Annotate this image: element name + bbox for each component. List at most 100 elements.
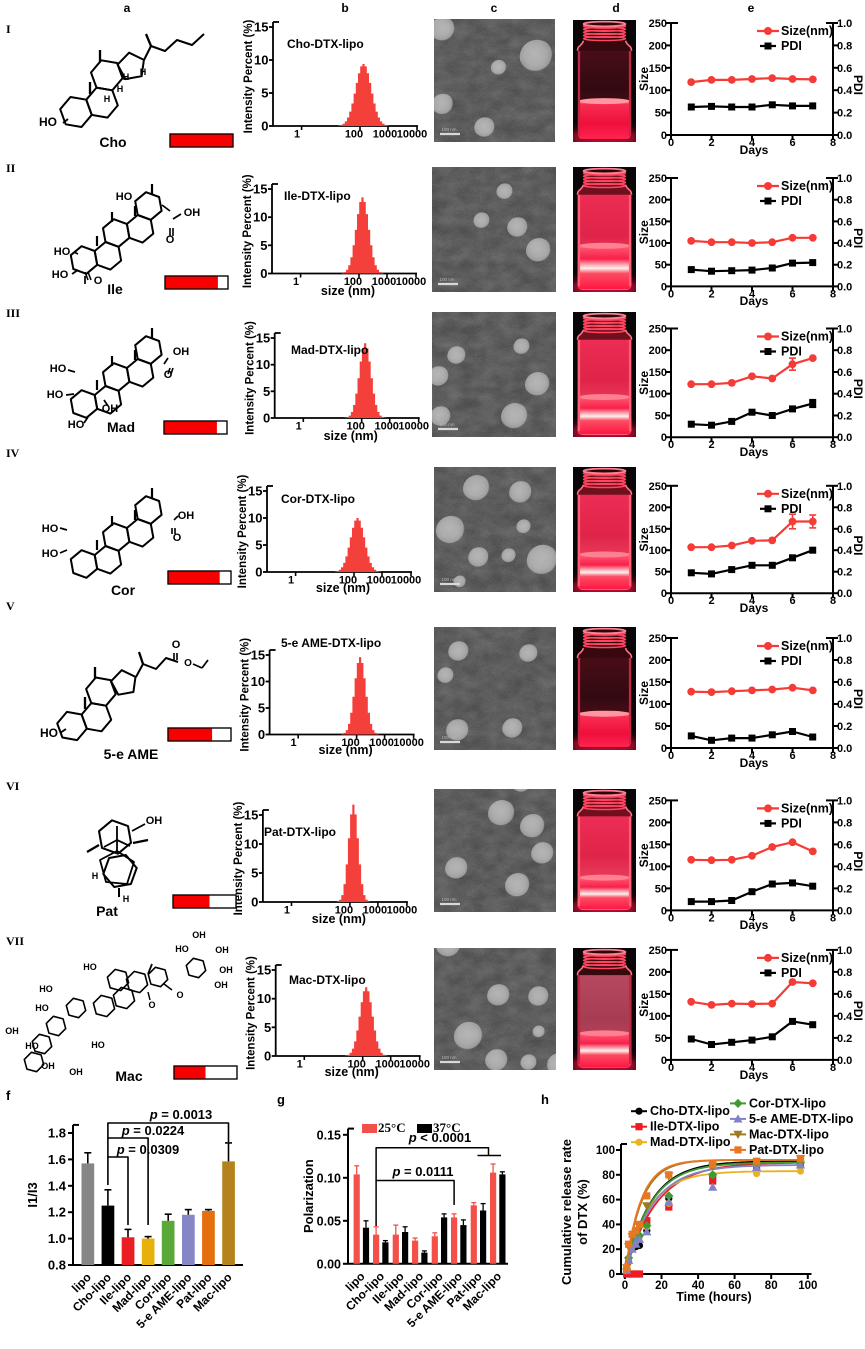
svg-text:1.0: 1.0 xyxy=(837,173,852,185)
svg-text:1.0: 1.0 xyxy=(837,945,852,957)
svg-text:PDI: PDI xyxy=(851,379,865,399)
svg-text:size (nm): size (nm) xyxy=(312,912,366,926)
svg-text:H: H xyxy=(92,871,99,881)
svg-text:HO: HO xyxy=(68,419,85,431)
svg-text:1000: 1000 xyxy=(375,1059,399,1071)
svg-text:Intensity Percent (%): Intensity Percent (%) xyxy=(246,956,258,1070)
svg-text:Mad-DTX-lipo: Mad-DTX-lipo xyxy=(291,343,368,357)
svg-text:Mad-DTX-lipo: Mad-DTX-lipo xyxy=(650,1135,731,1149)
svg-text:p = 0.0309: p = 0.0309 xyxy=(116,1142,180,1157)
svg-text:1.2: 1.2 xyxy=(48,1205,66,1220)
svg-text:Size(nm): Size(nm) xyxy=(781,639,833,653)
svg-text:60: 60 xyxy=(602,1195,615,1207)
svg-text:20: 20 xyxy=(602,1244,615,1256)
svg-text:5: 5 xyxy=(264,1020,271,1035)
svg-text:0.0: 0.0 xyxy=(837,130,852,142)
svg-text:Intensity Percent (%): Intensity Percent (%) xyxy=(237,474,249,588)
svg-text:Size: Size xyxy=(637,527,651,551)
svg-text:2: 2 xyxy=(708,288,714,300)
svg-text:Pat: Pat xyxy=(96,903,118,919)
svg-text:Cho-DTX-lipo: Cho-DTX-lipo xyxy=(650,1104,730,1118)
svg-text:a: a xyxy=(124,1,131,15)
svg-text:250: 250 xyxy=(649,173,667,185)
svg-text:10000: 10000 xyxy=(393,737,424,749)
svg-text:O: O xyxy=(172,639,181,651)
svg-text:6: 6 xyxy=(789,137,795,149)
svg-text:0: 0 xyxy=(261,119,268,134)
svg-text:III: III xyxy=(6,306,20,320)
svg-text:PDI: PDI xyxy=(851,75,865,95)
svg-text:10: 10 xyxy=(257,991,271,1006)
svg-text:H: H xyxy=(104,94,111,104)
svg-text:Cumulative release rate: Cumulative release rate xyxy=(559,1139,574,1285)
svg-text:Size: Size xyxy=(637,67,651,91)
svg-text:200: 200 xyxy=(649,502,667,514)
svg-text:0: 0 xyxy=(260,266,267,281)
svg-text:H: H xyxy=(123,72,130,82)
svg-text:0: 0 xyxy=(258,727,265,742)
svg-text:0.0: 0.0 xyxy=(837,905,852,917)
svg-text:250: 250 xyxy=(649,481,667,493)
svg-text:size (nm): size (nm) xyxy=(321,284,375,298)
svg-text:Cor: Cor xyxy=(111,582,136,598)
svg-text:0: 0 xyxy=(622,1280,628,1292)
svg-text:100: 100 xyxy=(339,575,357,587)
svg-text:10: 10 xyxy=(254,53,268,68)
svg-text:H: H xyxy=(117,84,124,94)
svg-text:4: 4 xyxy=(749,595,756,607)
svg-text:1.8: 1.8 xyxy=(48,1126,66,1141)
svg-text:1: 1 xyxy=(293,276,299,288)
svg-text:b: b xyxy=(341,1,348,15)
svg-text:15: 15 xyxy=(244,808,258,823)
svg-text:8: 8 xyxy=(830,595,836,607)
svg-text:100: 100 xyxy=(348,1059,366,1071)
svg-text:Size: Size xyxy=(637,220,651,244)
svg-text:100: 100 xyxy=(347,421,365,433)
svg-text:4: 4 xyxy=(749,137,756,149)
svg-text:HO: HO xyxy=(83,962,97,972)
svg-text:OH: OH xyxy=(173,346,190,358)
svg-text:1.0: 1.0 xyxy=(48,1231,66,1246)
svg-text:4: 4 xyxy=(749,288,756,300)
svg-text:2: 2 xyxy=(708,439,714,451)
svg-text:1: 1 xyxy=(296,421,302,433)
svg-text:0: 0 xyxy=(661,743,667,755)
svg-text:4: 4 xyxy=(749,439,756,451)
svg-text:200: 200 xyxy=(649,195,667,207)
svg-text:HO: HO xyxy=(39,115,57,129)
svg-text:0: 0 xyxy=(661,1055,667,1067)
svg-text:OH: OH xyxy=(184,207,201,219)
svg-text:0: 0 xyxy=(661,130,667,142)
svg-text:PDI: PDI xyxy=(851,228,865,248)
svg-text:Pat-DTX-lipo: Pat-DTX-lipo xyxy=(264,825,336,839)
svg-text:Days: Days xyxy=(740,143,769,157)
svg-text:HO: HO xyxy=(52,269,69,281)
svg-text:50: 50 xyxy=(655,260,667,272)
svg-text:250: 250 xyxy=(649,18,667,30)
svg-text:PDI: PDI xyxy=(781,502,802,516)
svg-text:Days: Days xyxy=(740,756,769,770)
svg-text:OH: OH xyxy=(178,510,195,522)
svg-text:0.4: 0.4 xyxy=(837,699,853,711)
svg-text:0: 0 xyxy=(264,1049,271,1064)
svg-text:8: 8 xyxy=(830,1062,836,1074)
svg-text:d: d xyxy=(612,1,619,15)
svg-text:5: 5 xyxy=(261,86,268,101)
svg-text:50: 50 xyxy=(655,883,667,895)
svg-text:HO: HO xyxy=(35,1003,49,1013)
svg-text:OH: OH xyxy=(146,815,163,827)
svg-text:O: O xyxy=(164,369,173,381)
svg-text:H: H xyxy=(140,67,147,77)
svg-text:6: 6 xyxy=(789,1062,795,1074)
svg-text:0.6: 0.6 xyxy=(837,367,852,379)
svg-text:200: 200 xyxy=(649,817,667,829)
svg-text:5-e AME-DTX-lipo: 5-e AME-DTX-lipo xyxy=(749,1112,854,1126)
svg-text:150: 150 xyxy=(649,989,667,1001)
svg-text:250: 250 xyxy=(649,795,667,807)
svg-text:O: O xyxy=(166,234,175,246)
svg-text:2: 2 xyxy=(708,1062,714,1074)
svg-text:p = 0.0013: p = 0.0013 xyxy=(149,1107,213,1122)
svg-text:1: 1 xyxy=(284,905,290,917)
svg-text:0: 0 xyxy=(661,588,667,600)
svg-text:200: 200 xyxy=(649,40,667,52)
